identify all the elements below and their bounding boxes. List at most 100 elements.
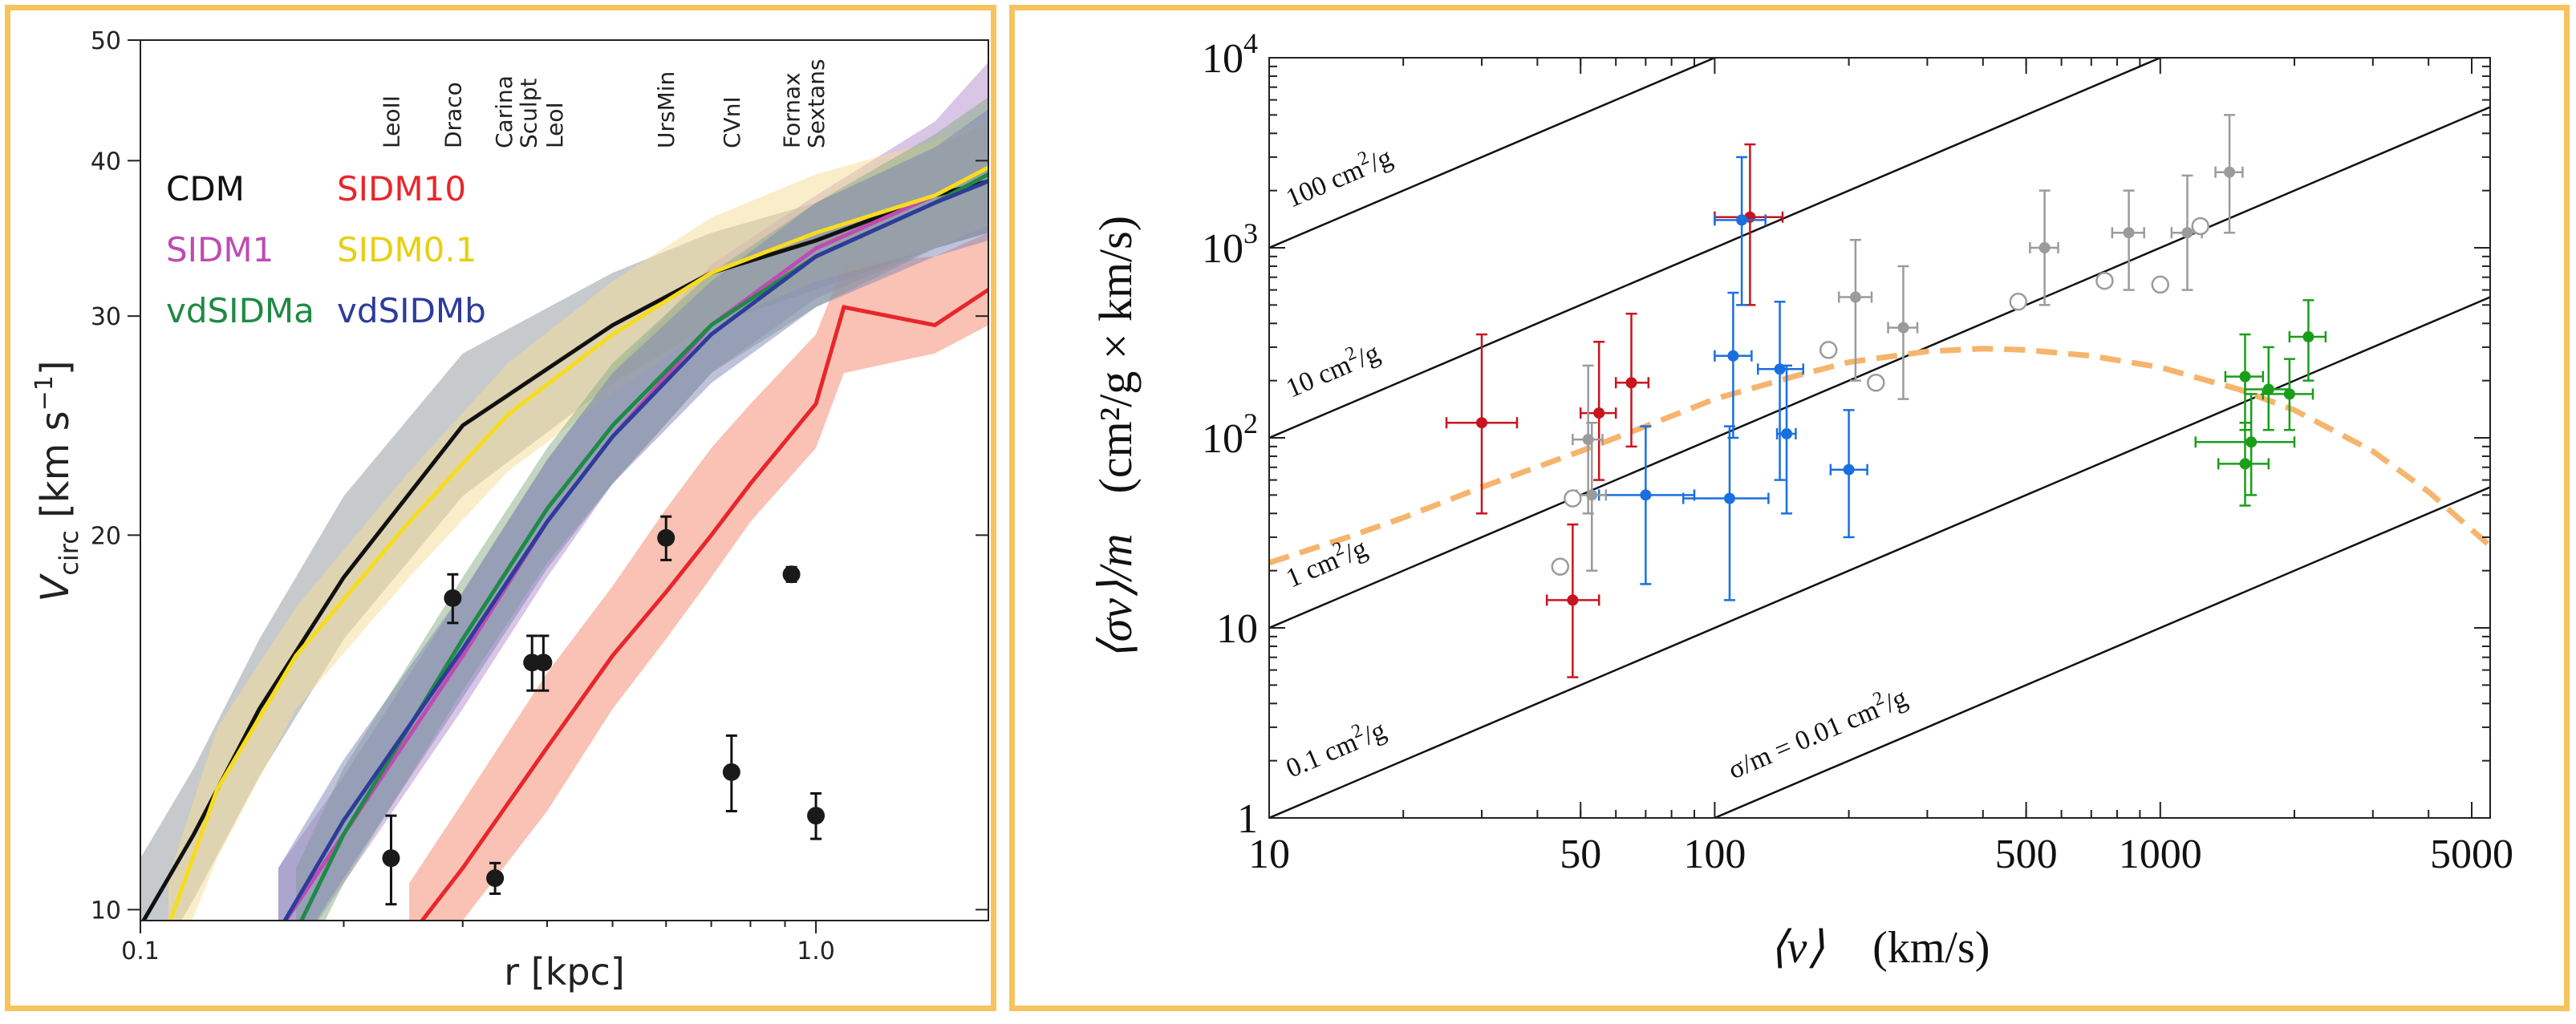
line-vdsidmb: [282, 179, 988, 921]
y-tick-label: 104: [1202, 27, 1258, 82]
y-tick-label: 103: [1202, 217, 1258, 272]
cs-label-text: σ/m = 0.01 cm: [1724, 695, 1883, 786]
rotation-curve-chart: 0.1 1.0 10 20 30 40 50 r [kpc] Vcirc [km s−1] Leo…: [30, 27, 989, 994]
obs-point: [444, 589, 462, 607]
y-tick-base: 10: [1202, 36, 1243, 82]
obs-point: [722, 763, 740, 781]
x-tick-label: 1000: [2119, 832, 2202, 877]
x-tick-label: 0.1: [121, 937, 160, 965]
x-label-symbol: ⟨v⟩: [1770, 923, 1825, 973]
point-groups_open: [2095, 271, 2114, 290]
y-tick-base: 1: [1237, 796, 1258, 842]
y-tick-base: 10: [1202, 226, 1243, 272]
galaxy-label-leoii: LeoII: [379, 95, 405, 148]
y-axis-label: ⟨σv⟩/m (cm²/g × km/s): [1089, 216, 1142, 660]
band-vdsidmb: [278, 109, 988, 921]
cross-section-line: [1269, 106, 2490, 629]
cross-section-line: [1712, 486, 2490, 818]
y-tick-label: 10: [91, 897, 121, 925]
y-tick-exp: 2: [1243, 407, 1258, 439]
point-lsb: [1736, 214, 1748, 226]
cross-section-label: 1 cm2/g: [1280, 529, 1372, 593]
point-clusters: [2245, 436, 2258, 448]
line-sidm10: [420, 288, 988, 921]
x-tick-label: 50: [1560, 832, 1601, 877]
galaxy-label-cvni: CVnI: [719, 96, 745, 148]
y-tick-base: 10: [1202, 416, 1243, 462]
y-label-unit: (cm²/g × km/s): [1089, 216, 1142, 494]
x-tick-label: 10: [1248, 832, 1290, 877]
x-tick-label: 1.0: [797, 937, 835, 965]
legend-vdsidma: vdSIDMa: [166, 291, 314, 330]
cross-section-line: [1269, 58, 1718, 249]
y-label-exp: −1: [30, 375, 59, 411]
line-sidm0-1: [168, 165, 988, 921]
cross-section-label: 100 cm2/g: [1280, 139, 1397, 213]
legend-cdm: CDM: [166, 169, 245, 208]
galaxy-label-fornax: Fornax: [779, 72, 805, 148]
point-lsb: [1781, 427, 1793, 439]
obs-point: [486, 869, 505, 888]
point-groups_filled: [1849, 291, 1861, 303]
point-lsb: [1843, 463, 1855, 476]
point-groups_filled: [2224, 166, 2236, 178]
legend-vdsidmb: vdSIDMb: [337, 291, 486, 330]
y-tick-label: 50: [91, 27, 121, 55]
galaxy-label-draco: Draco: [440, 82, 466, 148]
point-clusters: [2283, 388, 2295, 400]
y-label-sub: circ: [54, 530, 84, 576]
point-groups_filled: [2181, 227, 2193, 239]
cs-label-text: 0.1 cm: [1282, 727, 1362, 783]
y-tick-exp: 4: [1243, 27, 1258, 59]
y-label-symbol: ⟨σv⟩/m: [1089, 533, 1142, 660]
point-groups_open: [1551, 557, 1570, 576]
y-axis-label: Vcirc [km s−1]: [30, 360, 84, 601]
obs-point: [782, 565, 801, 584]
y-label-close: ]: [33, 360, 78, 375]
left-plot-area: [140, 62, 988, 921]
point-groups_open: [2009, 293, 2028, 311]
y-tick-label: 1: [1237, 796, 1258, 842]
cs-label-text: 10 cm: [1282, 350, 1356, 403]
legend-sidm10: SIDM10: [337, 169, 466, 208]
x-tick-label: 5000: [2430, 832, 2513, 877]
y-label-v: V: [33, 573, 78, 602]
cross-section-line: [1269, 296, 2490, 818]
y-label-unit: [km s: [33, 411, 78, 530]
galaxy-label-leoi: LeoI: [542, 102, 568, 148]
x-axis-label: ⟨v⟩ (km/s): [1770, 923, 1990, 973]
x-tick-label: 500: [1995, 832, 2058, 877]
point-dwarfs: [1593, 407, 1605, 419]
cs-label-text: 100 cm: [1282, 155, 1368, 214]
obs-point: [657, 528, 675, 547]
y-tick-label: 102: [1202, 407, 1258, 462]
cross-section-label: 10 cm2/g: [1280, 334, 1384, 404]
y-tick-label: 10: [1216, 606, 1258, 652]
y-tick-label: 40: [91, 148, 121, 176]
point-groups_open: [2191, 217, 2209, 236]
cs-label-end: /g: [1359, 715, 1390, 751]
galaxy-label-ursmin: UrsMin: [653, 71, 679, 148]
point-groups_open: [1564, 489, 1582, 508]
band-sidm10: [409, 233, 988, 921]
galaxy-label-sextans: Sextans: [803, 59, 830, 148]
point-clusters: [2302, 331, 2314, 343]
legend-sidm0-1: SIDM0.1: [337, 230, 477, 269]
cross-section-label: σ/m = 0.01 cm2/g: [1722, 679, 1912, 785]
galaxy-label-sculpt: Sculpt: [515, 79, 542, 148]
left-axes-frame: [140, 39, 989, 921]
point-dwarfs: [1475, 417, 1487, 429]
y-tick-label: 20: [91, 522, 121, 550]
x-label-unit: (km/s): [1872, 923, 1990, 973]
point-groups_filled: [2038, 242, 2051, 253]
obs-point: [807, 807, 826, 825]
galaxy-label-carina: Carina: [491, 75, 517, 148]
point-dwarfs: [1625, 377, 1637, 389]
point-clusters: [2262, 383, 2274, 395]
y-tick-label: 30: [91, 303, 121, 331]
point-dwarfs: [1567, 594, 1579, 606]
x-tick-label: 100: [1683, 832, 1746, 877]
point-lsb: [1640, 489, 1652, 501]
cross-section-line: [1269, 58, 2163, 439]
